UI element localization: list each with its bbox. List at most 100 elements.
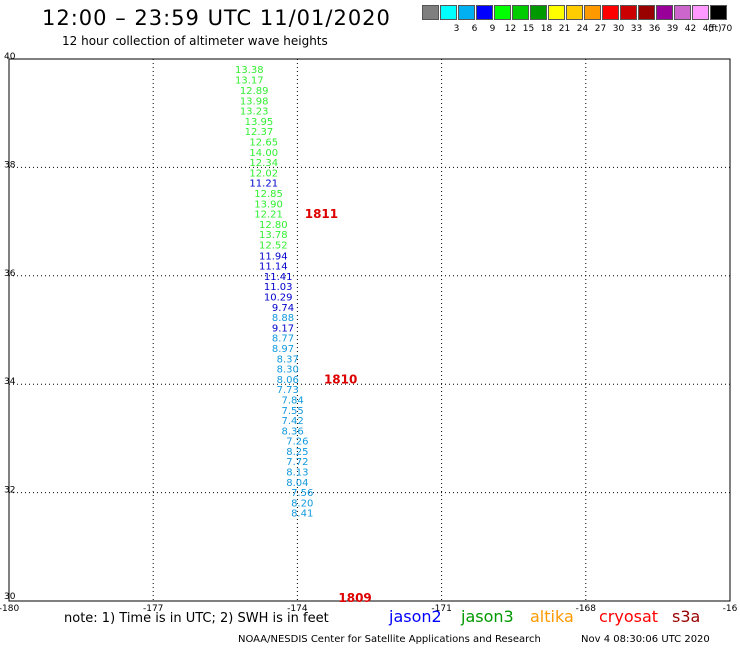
x-tick-label: -16 bbox=[723, 604, 738, 614]
wave-height-value: 8.25 bbox=[286, 447, 308, 458]
scale-label: 30 bbox=[612, 24, 625, 34]
wave-height-value: 8.06 bbox=[277, 375, 299, 386]
satellite-label-jason2: jason2 bbox=[389, 607, 442, 626]
scale-label: 36 bbox=[648, 24, 661, 34]
scale-label: 27 bbox=[594, 24, 607, 34]
wave-height-value: 11.94 bbox=[259, 251, 288, 262]
wave-height-value: 12.21 bbox=[254, 210, 283, 221]
scale-label: 12 bbox=[504, 24, 517, 34]
y-tick-label: 38 bbox=[4, 160, 16, 170]
wave-height-value: 7.56 bbox=[291, 488, 313, 499]
wave-height-value: 7.42 bbox=[281, 416, 303, 427]
wave-height-value: 8.88 bbox=[272, 313, 294, 324]
scale-swatch bbox=[692, 5, 709, 20]
wave-height-value: 8.13 bbox=[286, 468, 308, 479]
wave-height-value: 13.17 bbox=[235, 76, 264, 87]
scale-label: 70 bbox=[720, 24, 733, 34]
wave-height-value: 12.85 bbox=[254, 189, 283, 200]
scale-swatch bbox=[566, 5, 583, 20]
x-tick-label: -168 bbox=[576, 604, 597, 614]
wave-height-value: 8.77 bbox=[272, 334, 294, 345]
plot-frame bbox=[8, 58, 731, 602]
scale-label: 42 bbox=[684, 24, 697, 34]
wave-height-value: 11.21 bbox=[249, 179, 278, 190]
wave-height-value: 8.36 bbox=[281, 426, 303, 437]
wave-height-value: 8.97 bbox=[272, 344, 294, 355]
wave-height-value: 13.78 bbox=[259, 230, 288, 241]
y-tick-label: 30 bbox=[4, 592, 16, 602]
wave-height-value: 13.23 bbox=[240, 107, 269, 118]
wave-height-value: 8.30 bbox=[277, 365, 299, 376]
wave-height-value: 7.55 bbox=[281, 406, 303, 417]
scale-swatch bbox=[638, 5, 655, 20]
y-tick-label: 40 bbox=[4, 52, 16, 62]
satellite-label-cryosat: cryosat bbox=[599, 607, 659, 626]
satellite-label-jason3: jason3 bbox=[461, 607, 514, 626]
wave-height-value: 8.20 bbox=[291, 498, 313, 509]
wave-height-value: 12.52 bbox=[259, 240, 288, 251]
wave-height-value: 8.04 bbox=[286, 478, 308, 489]
time-label: 1809 bbox=[338, 591, 371, 605]
wave-height-value: 7.26 bbox=[286, 437, 308, 448]
wave-height-value: 7.73 bbox=[277, 385, 299, 396]
scale-swatch bbox=[458, 5, 475, 20]
wave-height-value: 11.03 bbox=[264, 282, 293, 293]
y-tick-label: 32 bbox=[4, 486, 15, 496]
wave-height-value: 9.74 bbox=[272, 303, 294, 314]
scale-swatch bbox=[512, 5, 529, 20]
scale-swatch bbox=[494, 5, 511, 20]
scale-swatch bbox=[584, 5, 601, 20]
satellite-label-altika: altika bbox=[530, 607, 574, 626]
scale-label: 6 bbox=[471, 24, 478, 34]
wave-height-value: 12.37 bbox=[245, 127, 274, 138]
scale-label: 33 bbox=[630, 24, 643, 34]
time-label: 1810 bbox=[324, 372, 357, 386]
scale-swatch bbox=[530, 5, 547, 20]
scale-swatch bbox=[440, 5, 457, 20]
timestamp-text: Nov 4 08:30:06 UTC 2020 bbox=[581, 634, 710, 645]
y-tick-label: 36 bbox=[4, 269, 16, 279]
wave-height-value: 13.98 bbox=[240, 96, 269, 107]
y-tick-label: 34 bbox=[4, 377, 16, 387]
scale-label: 9 bbox=[489, 24, 496, 34]
scale-swatch bbox=[476, 5, 493, 20]
satellite-label-s3a: s3a bbox=[672, 607, 701, 626]
wave-height-value: 13.90 bbox=[254, 199, 283, 210]
time-label: 1811 bbox=[305, 207, 338, 221]
wave-height-value: 12.02 bbox=[249, 168, 278, 179]
scale-label: 15 bbox=[522, 24, 535, 34]
scale-label: 39 bbox=[666, 24, 679, 34]
note-text: note: 1) Time is in UTC; 2) SWH is in fe… bbox=[64, 611, 329, 626]
chart-title: 12:00 – 23:59 UTC 11/01/2020 bbox=[42, 6, 391, 30]
scale-swatch bbox=[656, 5, 673, 20]
chart-subtitle: 12 hour collection of altimeter wave hei… bbox=[62, 34, 328, 48]
x-tick-label: -180 bbox=[0, 604, 19, 614]
wave-height-value: 7.72 bbox=[286, 457, 308, 468]
x-tick-label: -174 bbox=[287, 604, 308, 614]
wave-height-value: 13.95 bbox=[245, 117, 274, 128]
scale-swatch bbox=[674, 5, 691, 20]
wave-height-value: 13.38 bbox=[235, 65, 264, 76]
wave-height-value: 12.80 bbox=[259, 220, 288, 231]
scale-swatch bbox=[710, 5, 727, 20]
scale-label: 24 bbox=[576, 24, 589, 34]
scale-swatch bbox=[548, 5, 565, 20]
scale-swatch bbox=[422, 5, 439, 20]
wave-height-value: 9.17 bbox=[272, 323, 294, 334]
wave-height-value: 8.41 bbox=[291, 509, 313, 520]
credit-text: NOAA/NESDIS Center for Satellite Applica… bbox=[238, 634, 541, 645]
scale-label: 45 bbox=[702, 24, 715, 34]
wave-height-value: 11.14 bbox=[259, 262, 288, 273]
scale-swatch bbox=[602, 5, 619, 20]
wave-height-value: 14.00 bbox=[249, 148, 278, 159]
wave-height-value: 8.37 bbox=[277, 354, 299, 365]
wave-height-value: 12.65 bbox=[249, 137, 278, 148]
wave-height-value: 11.41 bbox=[264, 272, 293, 283]
x-tick-label: -177 bbox=[143, 604, 163, 614]
x-tick-label: -171 bbox=[431, 604, 451, 614]
scale-swatch bbox=[620, 5, 637, 20]
wave-height-value: 7.84 bbox=[281, 395, 303, 406]
scale-label: 18 bbox=[540, 24, 553, 34]
scale-label: 3 bbox=[453, 24, 460, 34]
